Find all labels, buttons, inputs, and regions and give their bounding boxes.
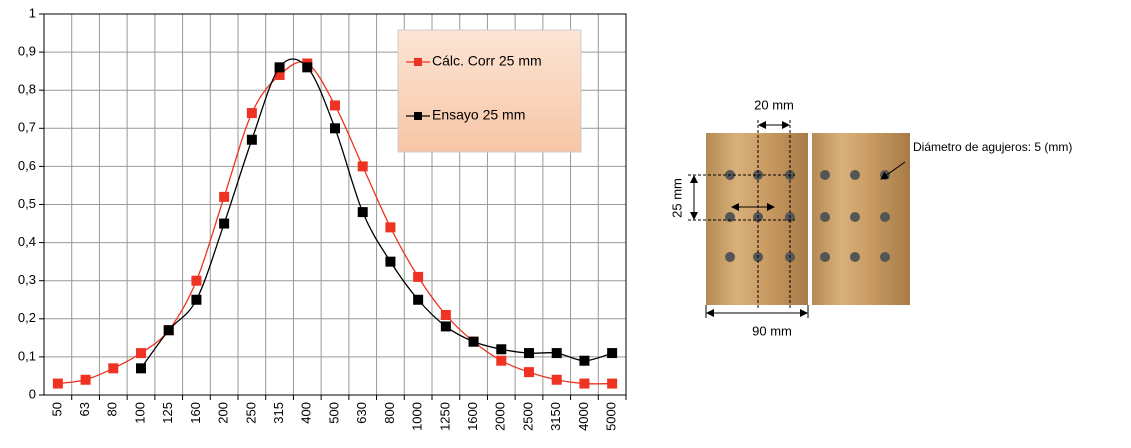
x-tick-label: 100 — [132, 402, 147, 424]
y-tick-label: 0,7 — [18, 120, 36, 135]
y-tick-label: 0,5 — [18, 196, 36, 211]
x-tick-label: 50 — [49, 402, 64, 416]
marker — [357, 161, 368, 172]
x-tick-label: 3150 — [548, 402, 563, 431]
x-tick-label: 2000 — [493, 402, 508, 431]
legend-box — [397, 29, 582, 153]
marker — [330, 123, 340, 134]
annotation: 25 mm — [669, 178, 684, 218]
y-tick-label: 0 — [29, 386, 36, 401]
y-tick-label: 0,3 — [18, 272, 36, 287]
marker — [191, 294, 202, 305]
marker — [302, 62, 313, 73]
marker — [330, 100, 340, 111]
x-tick-label: 250 — [243, 402, 258, 424]
marker — [524, 348, 534, 359]
marker — [579, 378, 590, 389]
specimen-diagram: 20 mm 25 mm 90 mm Diámetro de agujeros: … — [669, 97, 1072, 338]
marker — [413, 271, 424, 282]
y-tick-label: 0,2 — [18, 310, 36, 325]
x-tick-label: 630 — [354, 402, 369, 424]
x-tick-label: 1250 — [437, 402, 452, 431]
legend-marker — [414, 58, 422, 66]
y-tick-label: 0,4 — [18, 234, 36, 249]
marker — [385, 256, 396, 267]
marker — [468, 336, 479, 347]
x-tick-label: 315 — [271, 402, 286, 424]
dimension-arrows — [690, 121, 906, 318]
marker — [385, 222, 396, 233]
y-tick-label: 0,8 — [18, 82, 36, 97]
y-tick-label: 0,1 — [18, 348, 36, 363]
x-tick-label: 200 — [216, 402, 231, 424]
legend: Cálc. Corr 25 mm Ensayo 25 mm — [397, 29, 582, 153]
marker — [136, 348, 146, 359]
marker — [219, 191, 230, 202]
marker — [579, 355, 590, 366]
marker — [496, 344, 507, 355]
annotation: 20 mm — [754, 97, 794, 112]
x-tick-label: 1000 — [410, 402, 425, 431]
marker — [52, 378, 63, 389]
marker — [440, 321, 451, 332]
y-tick-label: 0,6 — [18, 158, 36, 173]
marker — [607, 348, 618, 359]
annotation: Diámetro de agujeros: 5 (mm) — [913, 140, 1072, 154]
holes — [725, 170, 890, 262]
marker — [440, 309, 451, 320]
y-tick-label: 1 — [29, 5, 36, 20]
x-tick-label: 400 — [299, 402, 314, 424]
marker — [191, 275, 202, 286]
x-tick-label: 500 — [326, 402, 341, 424]
marker — [246, 108, 257, 119]
x-tick-label: 2500 — [520, 402, 535, 431]
marker — [357, 207, 368, 218]
legend-marker — [414, 112, 422, 120]
marker — [607, 378, 618, 389]
marker — [413, 294, 424, 305]
marker — [136, 363, 146, 374]
x-tick-label: 160 — [188, 402, 203, 424]
x-tick-label: 800 — [382, 402, 397, 424]
x-tick-label: 63 — [77, 402, 92, 416]
marker — [524, 367, 534, 378]
x-tick-label: 4000 — [576, 402, 591, 431]
x-tick-label: 80 — [105, 402, 120, 416]
x-tick-label: 1600 — [465, 402, 480, 431]
plot-frame — [43, 13, 627, 396]
marker — [274, 69, 285, 80]
plot-area: 0 0,1 0,2 0,3 0,4 0,5 0,6 0,7 0,8 0,9 1 50 63 80 100 12… — [18, 5, 627, 431]
marker — [219, 218, 230, 229]
legend-label: Ensayo 25 mm — [432, 107, 525, 123]
x-tick-label: 5000 — [604, 402, 619, 431]
marker — [551, 374, 562, 385]
marker — [246, 134, 257, 145]
x-tick-label: 125 — [160, 402, 175, 424]
annotation: 90 mm — [752, 323, 792, 338]
marker — [108, 363, 119, 374]
marker — [274, 62, 285, 73]
legend-label: Cálc. Corr 25 mm — [432, 53, 542, 69]
marker — [163, 325, 174, 336]
marker — [551, 348, 562, 359]
y-tick-label: 0,9 — [18, 44, 36, 59]
marker — [496, 355, 507, 366]
marker — [80, 374, 91, 385]
guide-lines — [688, 120, 795, 308]
